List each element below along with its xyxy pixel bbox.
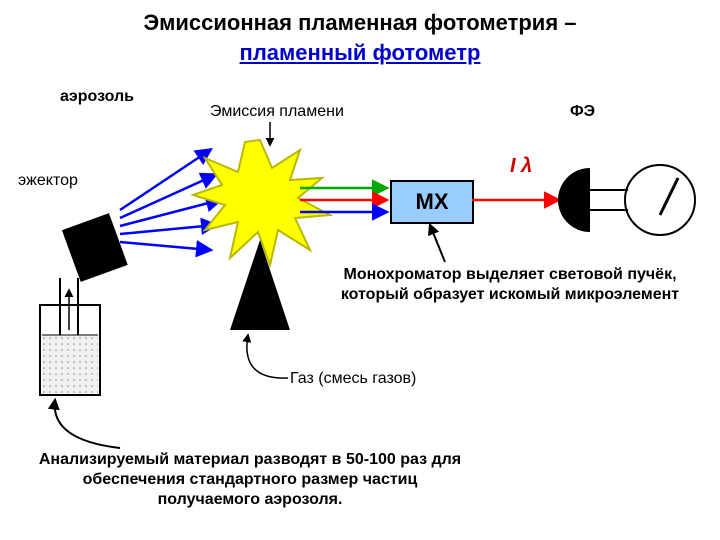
mx-label: МХ <box>416 189 449 215</box>
aerosol-rays <box>120 150 220 250</box>
title-line2: пламенный фотометр <box>240 40 481 66</box>
label-emission: Эмиссия пламени <box>210 103 344 121</box>
mx-pointer <box>430 225 445 262</box>
monochromator-box: МХ <box>390 180 474 224</box>
ejector-block <box>62 213 128 282</box>
beaker-pointer <box>55 400 120 448</box>
burner-icon <box>230 240 290 330</box>
label-ejector: эжектор <box>18 172 78 190</box>
meter-icon <box>625 165 695 235</box>
label-monochromator: Монохроматор выделяет световой пучёк, ко… <box>320 265 700 305</box>
beaker-icon <box>40 305 100 395</box>
diagram-title: Эмиссионная пламенная фотометрия – пламе… <box>0 10 720 66</box>
label-phi-e: ФЭ <box>570 103 595 121</box>
emission-rays <box>300 188 386 212</box>
label-i-lambda: I λ <box>510 155 532 178</box>
flame-icon <box>193 140 330 265</box>
title-line1: Эмиссионная пламенная фотометрия – <box>143 10 576 35</box>
photodetector-icon <box>558 168 628 232</box>
label-gas: Газ (смесь газов) <box>290 370 416 388</box>
label-aerosol: аэрозоль <box>60 88 134 106</box>
label-analyzed: Анализируемый материал разводят в 50-100… <box>30 450 470 510</box>
